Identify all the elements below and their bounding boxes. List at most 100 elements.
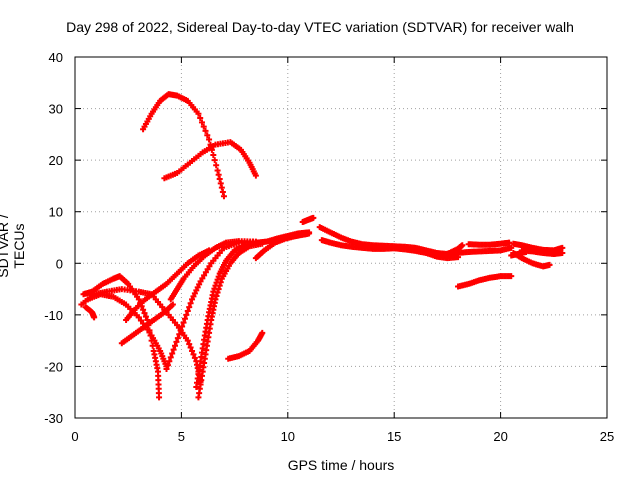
data-point	[220, 193, 227, 200]
data-point	[156, 394, 163, 401]
series-arc13	[225, 329, 266, 362]
y-tick-label: 30	[49, 102, 63, 117]
data-point	[199, 275, 206, 282]
data-point	[164, 362, 171, 369]
data-point	[140, 306, 147, 313]
data-point	[141, 310, 148, 317]
data-point	[206, 247, 213, 254]
series-arc8	[163, 239, 259, 373]
x-tick-label: 25	[600, 429, 614, 444]
data-point	[216, 176, 223, 183]
series-arc25	[508, 248, 530, 259]
y-axis-ticks: -30 -20 -10 0 10 20 30 40	[44, 50, 607, 426]
x-tick-label: 15	[387, 429, 401, 444]
data-point	[184, 337, 191, 344]
data-point	[200, 123, 207, 130]
y-tick-label: -20	[44, 359, 63, 374]
data-point	[166, 358, 173, 365]
series-arc7	[118, 301, 176, 347]
data-point	[191, 290, 198, 297]
data-point	[170, 346, 177, 353]
data-point	[184, 307, 191, 314]
y-tick-label: 10	[49, 205, 63, 220]
data-point	[202, 269, 209, 276]
data-point	[212, 296, 219, 303]
data-point	[546, 261, 553, 268]
x-tick-label: 10	[281, 429, 295, 444]
series-arc20	[465, 239, 513, 248]
data-point	[508, 273, 515, 280]
data-point	[213, 292, 220, 299]
data-point	[172, 342, 179, 349]
data-point	[202, 127, 209, 134]
data-point	[508, 244, 515, 251]
data-point	[146, 329, 153, 336]
data-point	[187, 344, 194, 351]
data-point	[213, 162, 220, 169]
data-point	[186, 304, 193, 311]
series-arc18	[318, 237, 462, 262]
data-point	[455, 254, 462, 261]
data-point	[204, 132, 211, 139]
x-tick-label: 0	[71, 429, 78, 444]
data-point	[259, 329, 266, 336]
y-tick-label: -10	[44, 308, 63, 323]
series-arc6	[82, 304, 98, 321]
series-arc5	[84, 291, 170, 370]
data-point	[214, 289, 221, 296]
data-point	[180, 319, 187, 326]
data-series	[78, 91, 566, 401]
data-point	[190, 293, 197, 300]
series-arc10	[123, 247, 213, 324]
data-point	[176, 331, 183, 338]
data-point	[195, 110, 202, 117]
y-tick-label: 40	[49, 50, 63, 65]
data-point	[559, 249, 566, 256]
data-point	[163, 366, 170, 373]
data-point	[135, 296, 142, 303]
data-point	[194, 284, 201, 291]
x-tick-label: 5	[178, 429, 185, 444]
data-point	[197, 278, 204, 285]
data-point	[206, 263, 213, 270]
data-point	[459, 242, 466, 249]
data-point	[217, 180, 224, 187]
x-tick-label: 20	[493, 429, 507, 444]
data-point	[206, 136, 213, 143]
data-point	[306, 229, 313, 236]
data-point	[214, 167, 221, 174]
data-point	[215, 286, 222, 293]
data-point	[523, 248, 530, 255]
data-point	[183, 311, 190, 318]
y-axis-label: SDTVAR / TECUs	[0, 214, 27, 278]
data-point	[215, 171, 222, 178]
data-point	[137, 317, 144, 324]
data-point	[506, 239, 513, 246]
y-tick-label: 0	[56, 256, 63, 271]
data-point	[189, 347, 196, 354]
data-point	[201, 272, 208, 279]
plot-frame	[74, 56, 608, 419]
data-point	[91, 314, 98, 321]
data-point	[210, 151, 217, 158]
data-point	[216, 282, 223, 289]
chart-title: Day 298 of 2022, Sidereal Day-to-day VTE…	[66, 19, 574, 35]
series-arc19	[440, 242, 466, 259]
data-point	[173, 338, 180, 345]
data-point	[174, 335, 181, 342]
data-point	[186, 341, 193, 348]
data-point	[190, 351, 197, 358]
data-point	[142, 313, 149, 320]
x-axis-ticks: 0 5 10 15 20 25	[71, 57, 614, 444]
y-tick-label: -30	[44, 411, 63, 426]
data-point	[187, 300, 194, 307]
data-point	[135, 314, 142, 321]
data-point	[189, 296, 196, 303]
data-point	[559, 244, 566, 251]
data-point	[196, 281, 203, 288]
series-arc21	[455, 273, 515, 290]
data-point	[218, 184, 225, 191]
x-axis-label: GPS time / hours	[287, 457, 395, 473]
data-point	[198, 119, 205, 126]
